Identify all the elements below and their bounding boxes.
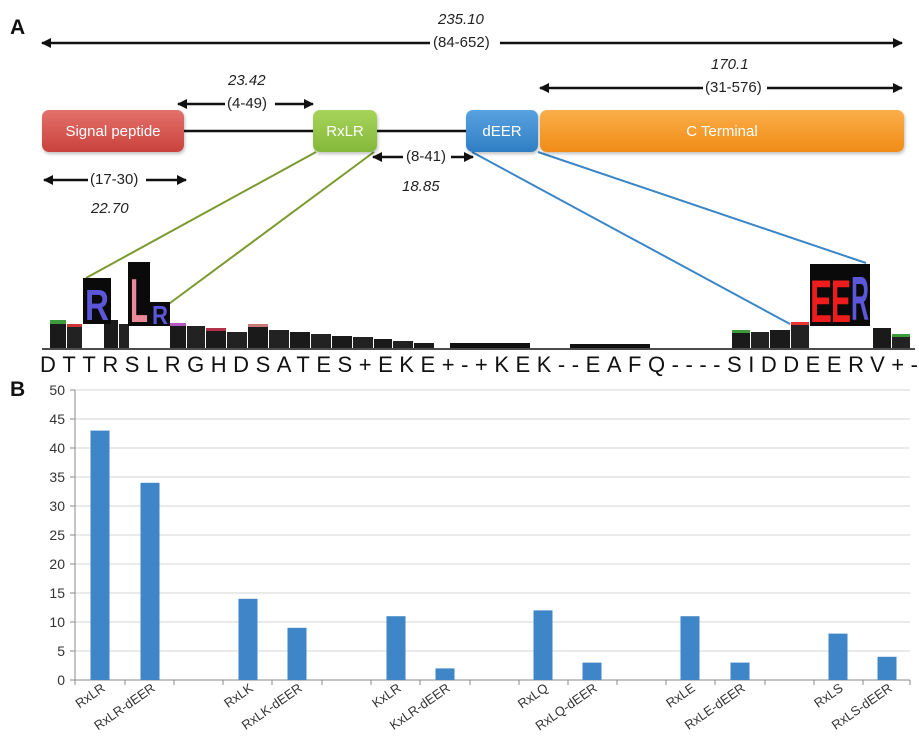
panel-a-letter: A — [10, 16, 26, 39]
x-tick-label: RxLR — [72, 680, 107, 711]
rxlr-gap-range: (4-49) — [227, 95, 268, 112]
x-tick-label: RxLE — [663, 680, 698, 711]
y-tick-label: 45 — [49, 411, 65, 427]
deer-link-right — [537, 151, 867, 264]
bar — [877, 656, 897, 680]
c-terminal-domain: C Terminal — [540, 110, 904, 152]
bar — [730, 662, 750, 680]
rxlr-deer-gap-range: (8-41) — [406, 148, 447, 165]
x-tick-label: RxLK — [221, 680, 256, 711]
deer-link-left — [471, 151, 791, 325]
bar — [828, 633, 848, 680]
logo-rxlr-letters: R L R — [83, 262, 170, 336]
logo-deer-letters: E E R — [810, 264, 870, 335]
rxlr-label: RxLR — [326, 122, 364, 140]
logo-letter-r2: R — [152, 300, 168, 330]
signal-length-mean: 22.70 — [91, 200, 129, 217]
y-tick-label: 25 — [49, 527, 65, 543]
rxlr-domain: RxLR — [313, 110, 377, 152]
y-tick-label: 30 — [49, 498, 65, 514]
bar — [90, 430, 110, 680]
signal-peptide-domain: Signal peptide — [42, 110, 184, 152]
logo-background-stacks — [50, 320, 910, 348]
sequence-logo: R L R E E R DTTRSLRGHDSATES+EKE+-+KEK--E… — [40, 262, 918, 377]
rxlr-link-left — [85, 151, 317, 279]
y-tick-label: 5 — [57, 643, 65, 659]
total-length-range: (84-652) — [433, 34, 490, 51]
rxlr-gap-mean: 23.42 — [228, 72, 266, 89]
rxlr-deer-gap-mean: 18.85 — [402, 178, 440, 195]
logo-letter-r3: R — [851, 265, 869, 334]
y-tick-label: 0 — [57, 672, 65, 688]
logo-letter-r1: R — [85, 281, 109, 330]
x-tick-label: RxLS — [811, 680, 846, 711]
x-tick-label: RxLQ — [515, 680, 551, 711]
logo-letter-l: L — [130, 267, 148, 336]
logo-letter-e1: E — [810, 268, 832, 335]
bar — [140, 482, 160, 680]
logo-sequence: DTTRSLRGHDSATES+EKE+-+KEK--EAFQ----SIDDE… — [40, 352, 918, 377]
deer-label: dEER — [482, 122, 522, 140]
bar — [582, 662, 602, 680]
y-tick-label: 40 — [49, 440, 65, 456]
y-tick-label: 15 — [49, 585, 65, 601]
bar — [680, 616, 700, 680]
rxlr-link-right — [165, 151, 375, 307]
total-length-mean: 235.10 — [438, 11, 484, 28]
logo-letter-e2: E — [831, 268, 851, 335]
bar — [435, 668, 455, 680]
cterm-length-range: (31-576) — [705, 79, 762, 96]
bar — [287, 627, 307, 680]
bar — [386, 616, 406, 680]
signal-peptide-label: Signal peptide — [65, 122, 161, 140]
panel-b-letter: B — [10, 378, 26, 401]
y-tick-label: 20 — [49, 556, 65, 572]
y-tick-label: 10 — [49, 614, 65, 630]
y-tick-label: 50 — [49, 382, 65, 398]
c-terminal-label: C Terminal — [686, 122, 758, 140]
bar — [533, 610, 553, 680]
deer-domain: dEER — [466, 110, 538, 152]
y-tick-label: 35 — [49, 469, 65, 485]
bar — [238, 598, 258, 680]
signal-length-range: (17-30) — [90, 171, 139, 188]
x-tick-label: KxLR — [369, 680, 404, 711]
cterm-length-mean: 170.1 — [711, 56, 749, 73]
